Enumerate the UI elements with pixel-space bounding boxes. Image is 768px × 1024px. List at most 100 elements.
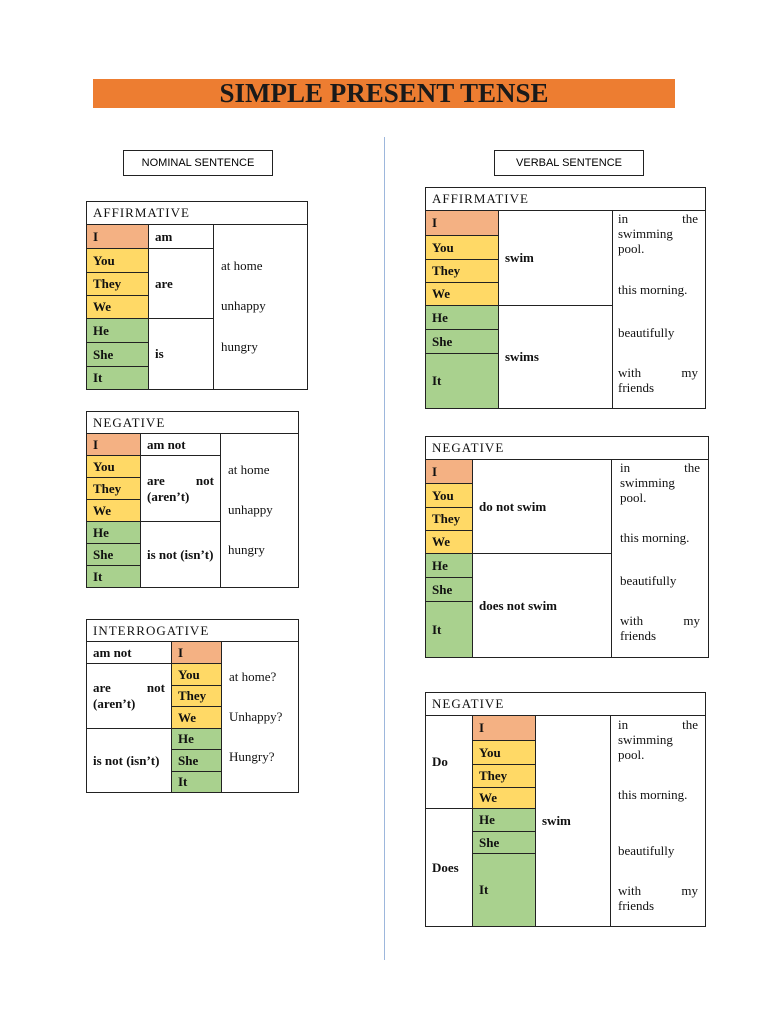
auxiliary-cell: Does (425, 808, 473, 927)
subject-cell: It (472, 853, 536, 927)
cell-text: You (432, 487, 454, 503)
cell-text: We (479, 790, 498, 805)
cell-text: It (178, 774, 188, 789)
subject-cell: He (171, 728, 222, 750)
table-title: INTERROGATIVE (86, 619, 299, 642)
cell-text: NEGATIVE (93, 414, 166, 430)
subject-cell: He (86, 521, 141, 544)
subject-cell: They (425, 507, 473, 531)
cell-text: It (93, 370, 103, 385)
cell-text: It (432, 373, 442, 388)
subject-cell: She (86, 543, 141, 566)
cell-text: We (178, 709, 197, 725)
complement: Unhappy? (229, 709, 283, 724)
complement: unhappy (228, 502, 273, 517)
cell-text: are not (aren’t) (93, 680, 165, 711)
verb-cell: are not (aren’t) (86, 663, 172, 729)
complement: in the swimming pool. (618, 211, 698, 256)
cell-text: She (432, 333, 453, 349)
complement: with my friends (618, 365, 698, 395)
complement: at home (221, 258, 263, 273)
cell-text: We (93, 502, 112, 518)
subject-cell: We (425, 530, 473, 554)
subject-cell: It (86, 565, 141, 588)
subject-cell: They (86, 477, 141, 500)
subject-cell: You (425, 235, 499, 260)
cell-text: You (93, 252, 115, 268)
cell-text: am not (147, 436, 186, 452)
cell-text: I (432, 463, 438, 479)
cell-text: INTERROGATIVE (93, 622, 210, 638)
complement: hungry (228, 542, 265, 557)
subject-cell: You (171, 663, 222, 686)
subject-cell: We (86, 499, 141, 522)
cell-text: I (479, 720, 485, 735)
subject-cell: It (171, 771, 222, 793)
subject-cell: I (86, 224, 149, 249)
subject-cell: She (472, 831, 536, 854)
cell-text: It (93, 568, 103, 584)
subject-cell: We (171, 706, 222, 729)
subject-cell: We (425, 282, 499, 306)
auxiliary-cell: Do (425, 715, 473, 809)
subject-cell: You (86, 455, 141, 478)
complement: at home? (229, 669, 277, 684)
cell-text: is (155, 346, 164, 361)
cell-text: They (432, 263, 461, 278)
verb-cell: am (148, 224, 214, 249)
verb-cell: am not (86, 641, 172, 664)
cell-text: I (178, 644, 184, 660)
cell-text: You (432, 239, 454, 255)
complement: this morning. (618, 282, 688, 297)
subject-cell: She (86, 342, 149, 367)
cell-text: I (432, 215, 438, 230)
cell-text: swim (542, 813, 571, 828)
table-title: NEGATIVE (86, 411, 299, 434)
table-cell (213, 224, 308, 390)
cell-text: They (479, 768, 508, 783)
cell-text: We (432, 286, 451, 301)
cell-text: AFFIRMATIVE (93, 205, 190, 220)
verb-cell: is not (isn’t) (140, 521, 221, 588)
cell-text: Do (432, 754, 448, 769)
verb-cell: am not (140, 433, 221, 456)
complement: with my friends (620, 613, 700, 643)
table-cell (220, 433, 299, 588)
subject-cell: He (425, 305, 499, 330)
cell-text: NEGATIVE (432, 440, 505, 455)
table-cell (221, 641, 299, 793)
subject-cell: She (425, 329, 499, 354)
complement: beautifully (618, 843, 675, 858)
verb-cell: swim (535, 715, 611, 927)
table-title: AFFIRMATIVE (425, 187, 706, 211)
cell-text: He (432, 557, 448, 573)
table-title: NEGATIVE (425, 436, 709, 460)
cell-text: I (93, 436, 99, 452)
cell-text: I (93, 228, 99, 244)
verb-cell: is (148, 318, 214, 390)
cell-text: NEGATIVE (432, 696, 505, 711)
subject-cell: We (86, 295, 149, 319)
subject-cell: It (425, 353, 499, 409)
cell-text: We (93, 299, 112, 314)
complement: unhappy (221, 298, 266, 313)
cell-text: swim (505, 250, 534, 265)
table-title: AFFIRMATIVE (86, 201, 308, 225)
complement: in the swimming pool. (618, 717, 698, 762)
table-cell (611, 459, 709, 658)
verb-cell: swim (498, 210, 613, 306)
section-heading: NOMINAL SENTENCE (123, 150, 273, 176)
verb-cell: are not (aren’t) (140, 455, 221, 522)
cell-text: They (93, 480, 122, 496)
subject-cell: He (425, 553, 473, 578)
verb-cell: is not (isn’t) (86, 728, 172, 793)
cell-text: She (93, 546, 114, 562)
cell-text: You (479, 744, 501, 760)
cell-text: are not (aren’t) (147, 472, 214, 504)
complement: with my friends (618, 883, 698, 913)
subject-cell: You (472, 740, 536, 765)
cell-text: are (155, 275, 173, 291)
cell-text: He (432, 309, 448, 325)
cell-text: Does (432, 859, 459, 875)
